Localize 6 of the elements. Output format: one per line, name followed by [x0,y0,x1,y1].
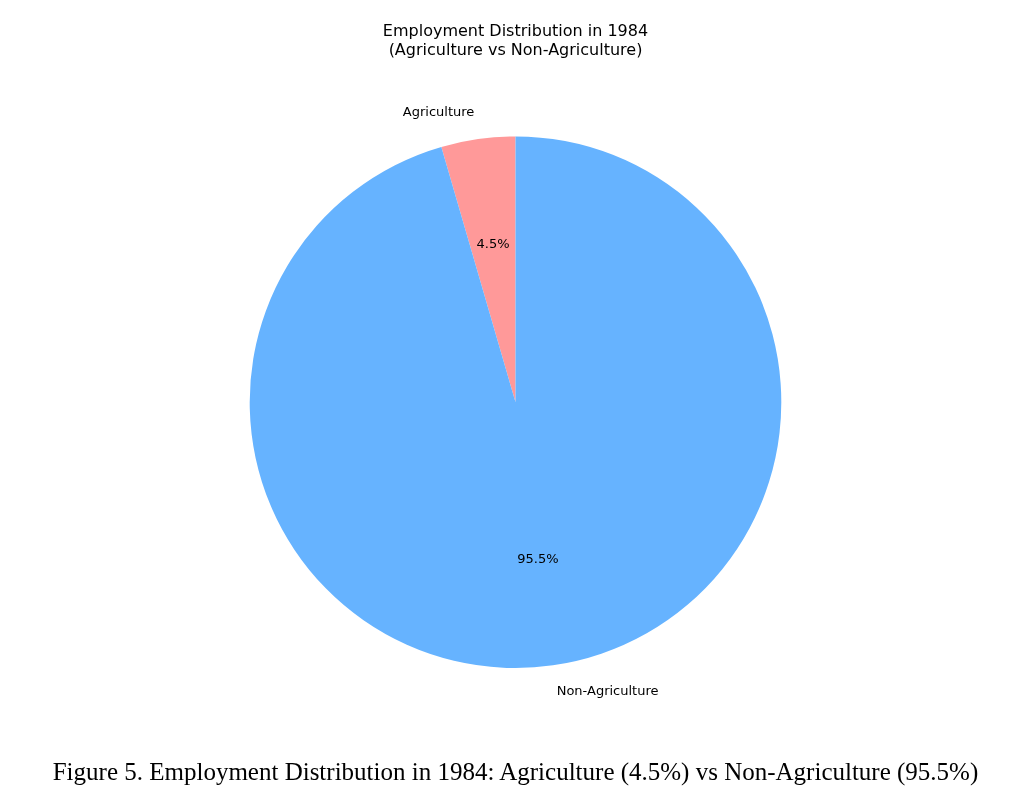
slice-label: Agriculture [402,104,475,120]
slice-label: Non-Agriculture [556,683,659,699]
data-label: 95.5% [517,551,559,567]
data-label: 4.5% [476,235,510,251]
caption: Figure 5. Employment Distribution in 1984: Agriculture (4.5%) vs Non-Agriculture (95.5%) [51,758,980,786]
chart-title: Employment Distribution in 1984 (Agriculture vs Non-Agriculture) [382,20,649,59]
